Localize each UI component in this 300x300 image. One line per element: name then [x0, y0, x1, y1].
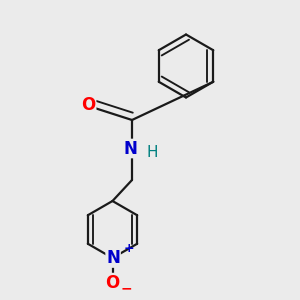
Text: O: O [105, 274, 119, 292]
Text: N: N [124, 140, 137, 158]
Text: N: N [106, 249, 120, 267]
Text: −: − [121, 281, 132, 295]
Text: O: O [81, 96, 96, 114]
Text: H: H [147, 145, 158, 160]
Text: +: + [124, 242, 134, 256]
